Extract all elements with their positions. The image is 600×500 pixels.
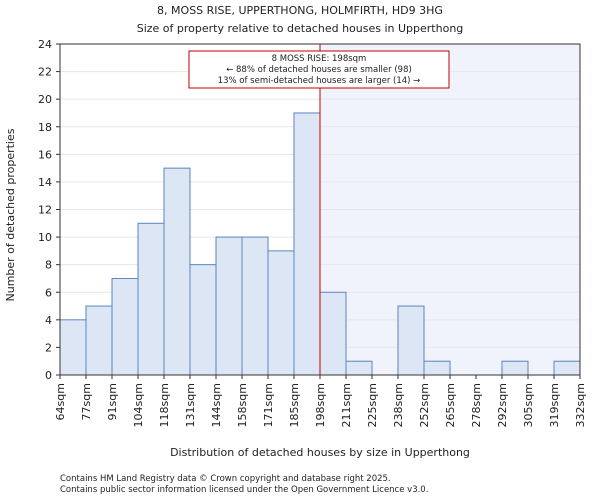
histogram-bar [85, 305, 113, 376]
annotation-line-2: ← 88% of detached houses are smaller (98… [226, 65, 412, 75]
x-tick-label: 225sqm [366, 383, 379, 427]
x-tick-label: 292sqm [496, 383, 509, 427]
y-tick-label: 24 [38, 38, 52, 51]
histogram-bar [293, 112, 321, 376]
x-axis-label: Distribution of detached houses by size … [170, 446, 470, 459]
y-tick-label: 22 [38, 66, 52, 79]
x-tick-label: 238sqm [392, 383, 405, 427]
x-tick-label: 144sqm [210, 383, 223, 427]
histogram-bar [241, 236, 269, 376]
histogram-bar [345, 360, 373, 376]
x-tick-label: 185sqm [288, 383, 301, 427]
histogram-bar [553, 360, 581, 376]
x-tick-label: 104sqm [132, 383, 145, 427]
y-tick-label: 0 [45, 369, 52, 382]
histogram-bar [189, 264, 217, 376]
x-tick-label: 118sqm [158, 383, 171, 427]
y-axis-label: Number of detached properties [4, 128, 17, 301]
x-tick-label: 319sqm [548, 383, 561, 427]
footer-line-1: Contains HM Land Registry data © Crown c… [60, 474, 391, 484]
x-tick-label: 211sqm [340, 383, 353, 427]
histogram-bar [397, 305, 425, 376]
x-tick-label: 332sqm [574, 383, 587, 427]
annotation-box: 8 MOSS RISE: 198sqm ← 88% of detached ho… [188, 50, 450, 89]
chart-title: 8, MOSS RISE, UPPERTHONG, HOLMFIRTH, HD9… [157, 4, 443, 17]
histogram-bar [267, 250, 295, 376]
x-tick-label: 305sqm [522, 383, 535, 427]
histogram-bar [137, 222, 165, 376]
y-tick-label: 14 [38, 176, 52, 189]
y-tick-label: 20 [38, 93, 52, 106]
x-tick-label: 158sqm [236, 383, 249, 427]
x-tick-label: 252sqm [418, 383, 431, 427]
x-tick-label: 64sqm [54, 383, 67, 420]
x-tick-label: 91sqm [106, 383, 119, 420]
histogram-bar [215, 236, 243, 376]
histogram-bar [59, 319, 87, 376]
chart-subtitle: Size of property relative to detached ho… [137, 22, 464, 35]
x-tick-label: 171sqm [262, 383, 275, 427]
y-tick-label: 2 [45, 341, 52, 354]
x-tick-label: 198sqm [314, 383, 327, 427]
y-tick-label: 12 [38, 204, 52, 217]
x-tick-label: 77sqm [80, 383, 93, 420]
y-tick-label: 16 [38, 148, 52, 161]
histogram-bar [423, 360, 451, 376]
y-tick-label: 4 [45, 314, 52, 327]
y-tick-label: 6 [45, 286, 52, 299]
histogram-bar [501, 360, 529, 376]
histogram-bar [319, 291, 347, 376]
y-tick-label: 18 [38, 121, 52, 134]
annotation-line-1: 8 MOSS RISE: 198sqm [272, 54, 367, 64]
x-tick-label: 278sqm [470, 383, 483, 427]
annotation-line-3: 13% of semi-detached houses are larger (… [218, 76, 421, 86]
y-tick-label: 10 [38, 231, 52, 244]
x-tick-label: 131sqm [184, 383, 197, 427]
x-tick-label: 265sqm [444, 383, 457, 427]
y-tick-label: 8 [45, 259, 52, 272]
footer-line-2: Contains public sector information licen… [60, 485, 428, 495]
histogram-bar [111, 277, 139, 376]
histogram-bar [163, 167, 191, 376]
